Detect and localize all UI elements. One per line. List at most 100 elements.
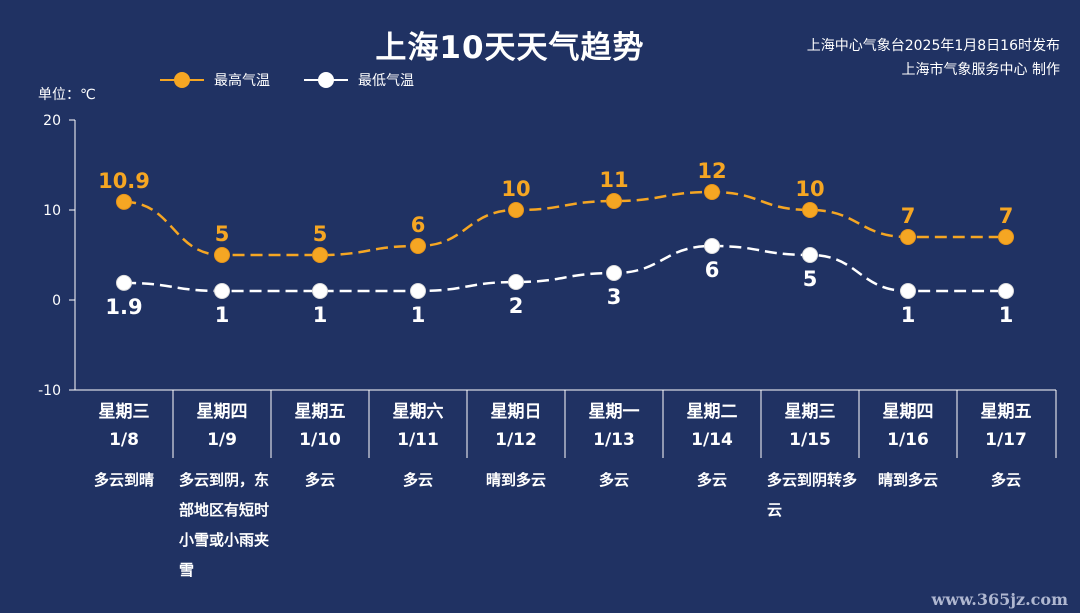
data-point-high (312, 247, 328, 263)
date-label: 1/12 (495, 430, 537, 450)
weather-description: 多云 (402, 471, 433, 489)
data-label-low: 6 (705, 258, 720, 282)
series-line-low (123, 244, 1006, 293)
data-point-low (410, 283, 426, 299)
weather-description: 多云到晴 (93, 471, 154, 489)
data-point-high (410, 238, 426, 254)
data-point-low (802, 247, 818, 263)
weather-description: 多云 (598, 471, 629, 489)
weather-description: 多云 (696, 471, 727, 489)
date-label: 1/8 (109, 430, 139, 450)
unit-label: 单位：℃ (38, 87, 96, 103)
weekday-label: 星期一 (588, 402, 640, 422)
data-label-high: 10 (795, 177, 824, 201)
data-point-low (606, 265, 622, 281)
y-tick-label: 20 (43, 113, 61, 129)
y-tick-label: -10 (38, 383, 61, 399)
data-point-high (704, 184, 720, 200)
data-point-high (802, 202, 818, 218)
data-label-low: 1 (901, 303, 916, 327)
day-header: 星期五 1/17 (957, 398, 1055, 454)
data-point-high (606, 193, 622, 209)
legend-marker-high (160, 70, 204, 90)
weekday-label: 星期四 (882, 402, 934, 422)
weather-description: 多云到阴，东部地区有短时小雪或小雨夹雪 (179, 471, 270, 579)
day-header: 星期五 1/10 (271, 398, 369, 454)
legend-item-high: 最高气温 (160, 70, 270, 90)
data-point-high (900, 229, 916, 245)
data-label-low: 5 (803, 267, 818, 291)
day-header: 星期三 1/8 (75, 398, 173, 454)
weather-description: 多云 (304, 471, 335, 489)
data-point-low (214, 283, 230, 299)
day-header: 星期四 1/16 (859, 398, 957, 454)
data-point-high (116, 193, 132, 210)
data-point-high (508, 202, 524, 218)
date-label: 1/9 (207, 430, 237, 450)
legend-label-low: 最低气温 (358, 73, 414, 89)
data-point-low (704, 238, 720, 254)
data-point-low (312, 283, 328, 299)
date-label: 1/15 (789, 430, 831, 450)
data-label-low: 1 (411, 303, 426, 327)
date-label: 1/13 (593, 430, 635, 450)
series-line-high (123, 190, 1006, 257)
data-label-high: 10 (501, 177, 530, 201)
date-label: 1/16 (887, 430, 929, 450)
weekday-label: 星期三 (784, 402, 836, 422)
data-label-high: 5 (215, 222, 230, 246)
day-header: 星期一 1/13 (565, 398, 663, 454)
chart-title: 上海10天天气趋势 (375, 30, 645, 66)
weekday-label: 星期五 (980, 402, 1032, 422)
date-label: 1/10 (299, 430, 341, 450)
source-line-issuer: 上海中心气象台2025年1月8日16时发布 (806, 38, 1060, 54)
data-label-low: 1.9 (105, 295, 142, 319)
weekday-label: 星期三 (98, 402, 150, 422)
data-label-high: 7 (999, 204, 1014, 228)
date-label: 1/17 (985, 430, 1027, 450)
data-label-low: 1 (313, 303, 328, 327)
data-label-low: 2 (509, 294, 524, 318)
data-point-low (900, 283, 916, 299)
weekday-label: 星期二 (686, 402, 738, 422)
data-point-high (214, 247, 230, 263)
legend: 最高气温 最低气温 (160, 70, 414, 90)
data-label-high: 10.9 (98, 169, 150, 193)
data-point-low (116, 274, 132, 291)
data-label-low: 3 (607, 285, 622, 309)
data-point-low (508, 274, 524, 290)
date-label: 1/14 (691, 430, 733, 450)
data-point-low (998, 283, 1014, 299)
weekday-label: 星期六 (392, 402, 444, 422)
day-header: 星期二 1/14 (663, 398, 761, 454)
weather-description: 多云到阴转多云 (767, 471, 858, 519)
legend-label-high: 最高气温 (214, 73, 270, 89)
day-header: 星期日 1/12 (467, 398, 565, 454)
weather-description: 多云 (990, 471, 1021, 489)
data-label-high: 12 (697, 159, 726, 183)
data-label-high: 7 (901, 204, 916, 228)
data-label-low: 1 (999, 303, 1014, 327)
legend-marker-low (304, 70, 348, 90)
source-line-producer: 上海市气象服务中心 制作 (901, 62, 1060, 78)
day-header: 星期三 1/15 (761, 398, 859, 454)
day-header: 星期六 1/11 (369, 398, 467, 454)
weekday-label: 星期四 (196, 402, 248, 422)
date-label: 1/11 (397, 430, 439, 450)
data-label-low: 1 (215, 303, 230, 327)
source-info: 上海中心气象台2025年1月8日16时发布 上海市气象服务中心 制作 (807, 34, 1060, 82)
weather-description: 晴到多云 (485, 471, 546, 489)
watermark: www.365jz.com (931, 590, 1068, 609)
day-header: 星期四 1/9 (173, 398, 271, 454)
data-point-high (998, 229, 1014, 245)
data-label-high: 11 (599, 168, 628, 192)
y-tick-label: 0 (52, 293, 61, 309)
data-label-high: 5 (313, 222, 328, 246)
weather-description: 晴到多云 (877, 471, 938, 489)
y-tick-label: 10 (43, 203, 61, 219)
weekday-label: 星期五 (294, 402, 346, 422)
weekday-label: 星期日 (490, 402, 542, 422)
legend-item-low: 最低气温 (304, 70, 414, 90)
data-label-high: 6 (411, 213, 426, 237)
